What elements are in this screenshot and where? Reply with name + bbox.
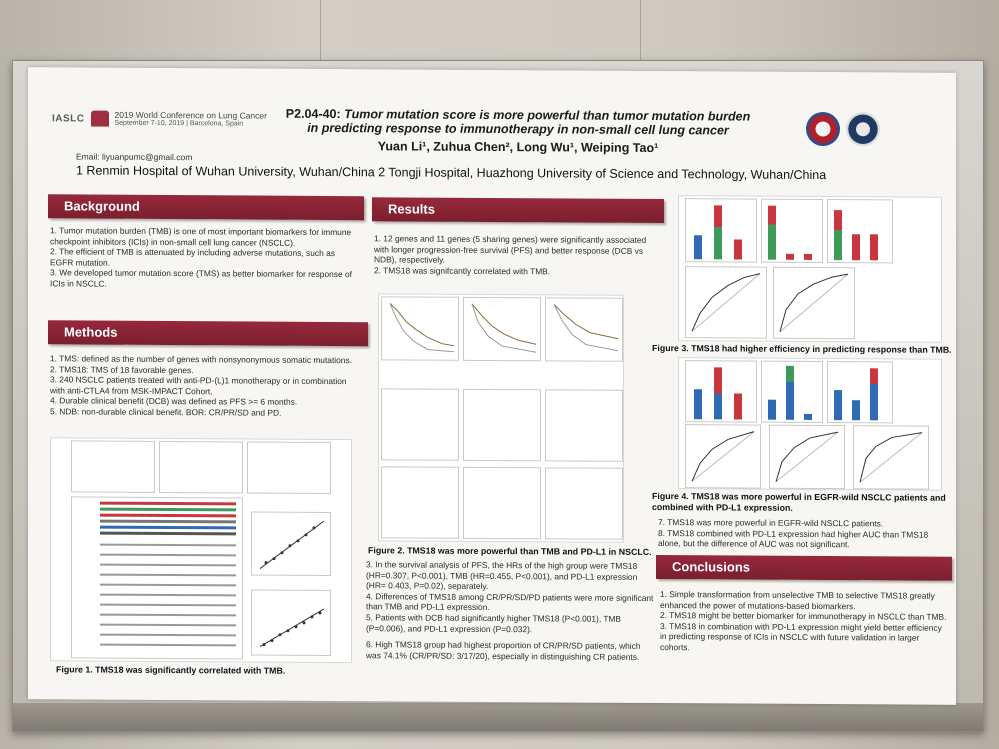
forest-plot-c [247,441,331,495]
results-item: 1. 12 genes and 11 genes (5 sharing gene… [374,233,647,265]
title-line-2: in predicting response to immunotherapy … [307,120,729,138]
methods-item: 3. 240 NSCLC patients treated with anti-… [50,374,347,397]
scatter-plot-e [251,511,331,577]
km-a-svg [389,303,455,353]
conclusions-heading: Conclusions [656,555,952,581]
roc-4d-svg [691,431,755,482]
stacked-bar-b [761,198,823,264]
author-list: Yuan Li¹, Zuhua Chen², Long Wu¹, Weiping… [377,139,659,156]
boxplot-f [545,389,623,462]
poster-title: P2.04-40: Tumor mutation score is more p… [238,106,798,138]
roc-curve-4e [769,424,845,490]
conference-logo: IASLC 2019 World Conference on Lung Canc… [52,109,267,129]
affiliations: 1 Renmin Hospital of Wuhan University, W… [76,163,827,183]
stacked-bar-a [685,198,757,263]
boxplot-i [545,467,623,540]
stacked-bar-4b [761,360,823,424]
background-item: 3. We developed tumor mutation score (TM… [50,267,352,289]
background-item: 2. The efficient of TMB is attenuated by… [50,246,335,268]
scatter-plot-f [251,589,331,657]
results-text-right: 7. TMS18 was more powerful in EGFR-wild … [658,517,948,551]
conclusions-item: 3. TMS18 in combination with PD-L1 expre… [660,620,942,653]
forest-plot-a [71,440,155,493]
results-heading: Results [372,197,664,224]
figure-2 [378,293,624,543]
figure-1 [50,437,352,664]
scatter-e-svg [259,520,325,569]
frame-bottom-rail [13,703,983,731]
iaslc-logo: IASLC [52,113,85,125]
stacked-bar-4c [827,361,893,424]
roc-4f-svg [859,432,923,483]
roc-curve-4d [685,424,761,489]
stacked-bar-c [827,199,893,264]
university-emblem-icon [806,111,840,147]
results-item: 6. High TMS18 group had highest proporti… [366,639,641,662]
mutation-heatmap [71,496,243,660]
figure-3-caption: Figure 3. TMS18 had higher efficiency in… [652,342,952,355]
boxplot-g [381,466,459,539]
boxplot-d [381,388,459,461]
km-b-svg [471,303,537,353]
contact-email: Email: liyuanpumc@gmail.com [76,151,193,163]
roc-curve-4f [853,425,929,490]
background-heading: Background [48,194,364,221]
km-c-svg [553,304,619,352]
results-text-bottom: 3. In the survival analysis of PFS, the … [366,559,656,662]
roc-e-svg [779,273,849,333]
results-text-top: 1. 12 genes and 11 genes (5 sharing gene… [374,233,656,277]
km-curve-b [463,296,541,362]
results-item: 3. In the survival analysis of PFS, the … [366,559,638,592]
scatter-f-svg [259,608,325,648]
stacked-bar-4a [685,360,757,423]
km-curve-c [545,297,623,362]
conclusions-item: 1. Simple transformation from unselectiv… [660,589,935,611]
roc-curve-d [685,266,767,339]
conference-mark-icon [90,110,109,127]
background-item: 1. Tumor mutation burden (TMB) is one of… [50,225,352,248]
roc-4e-svg [775,431,839,483]
figure-3 [678,195,942,343]
results-item: 8. TMS18 combined with PD-L1 expression … [658,527,929,550]
results-item: 4. Differences of TMS18 among CR/PR/SD/P… [366,591,654,613]
conclusions-text: 1. Simple transformation from unselectiv… [660,589,948,654]
boxplot-h [463,466,541,540]
methods-heading: Methods [48,320,368,347]
background-text: 1. Tumor mutation burden (TMB) is one of… [50,225,356,290]
forest-plot-b [159,440,243,494]
boxplot-e [463,388,541,462]
roc-d-svg [691,273,761,332]
roc-curve-e [773,266,855,340]
hospital-emblem-icon [846,112,880,147]
figure-4-caption: Figure 4. TMS18 was more powerful in EGF… [652,490,946,513]
figure-4 [678,357,942,491]
figure-2-caption: Figure 2. TMS18 was more powerful than T… [368,545,652,557]
methods-item: 5. NDB: non-durable clinical benefit. BO… [50,406,282,418]
abstract-code: P2.04-40: [285,106,341,122]
figure-1-caption: Figure 1. TMS18 was significantly correl… [56,664,286,676]
poster: IASLC 2019 World Conference on Lung Canc… [28,67,956,705]
results-item: 2. TMS18 was signifcantly correlated wit… [374,265,551,277]
results-item: 5. Patients with DCB had significantly h… [366,612,622,634]
methods-text: 1. TMS: defined as the number of genes w… [50,353,356,418]
km-curve-a [381,296,459,361]
